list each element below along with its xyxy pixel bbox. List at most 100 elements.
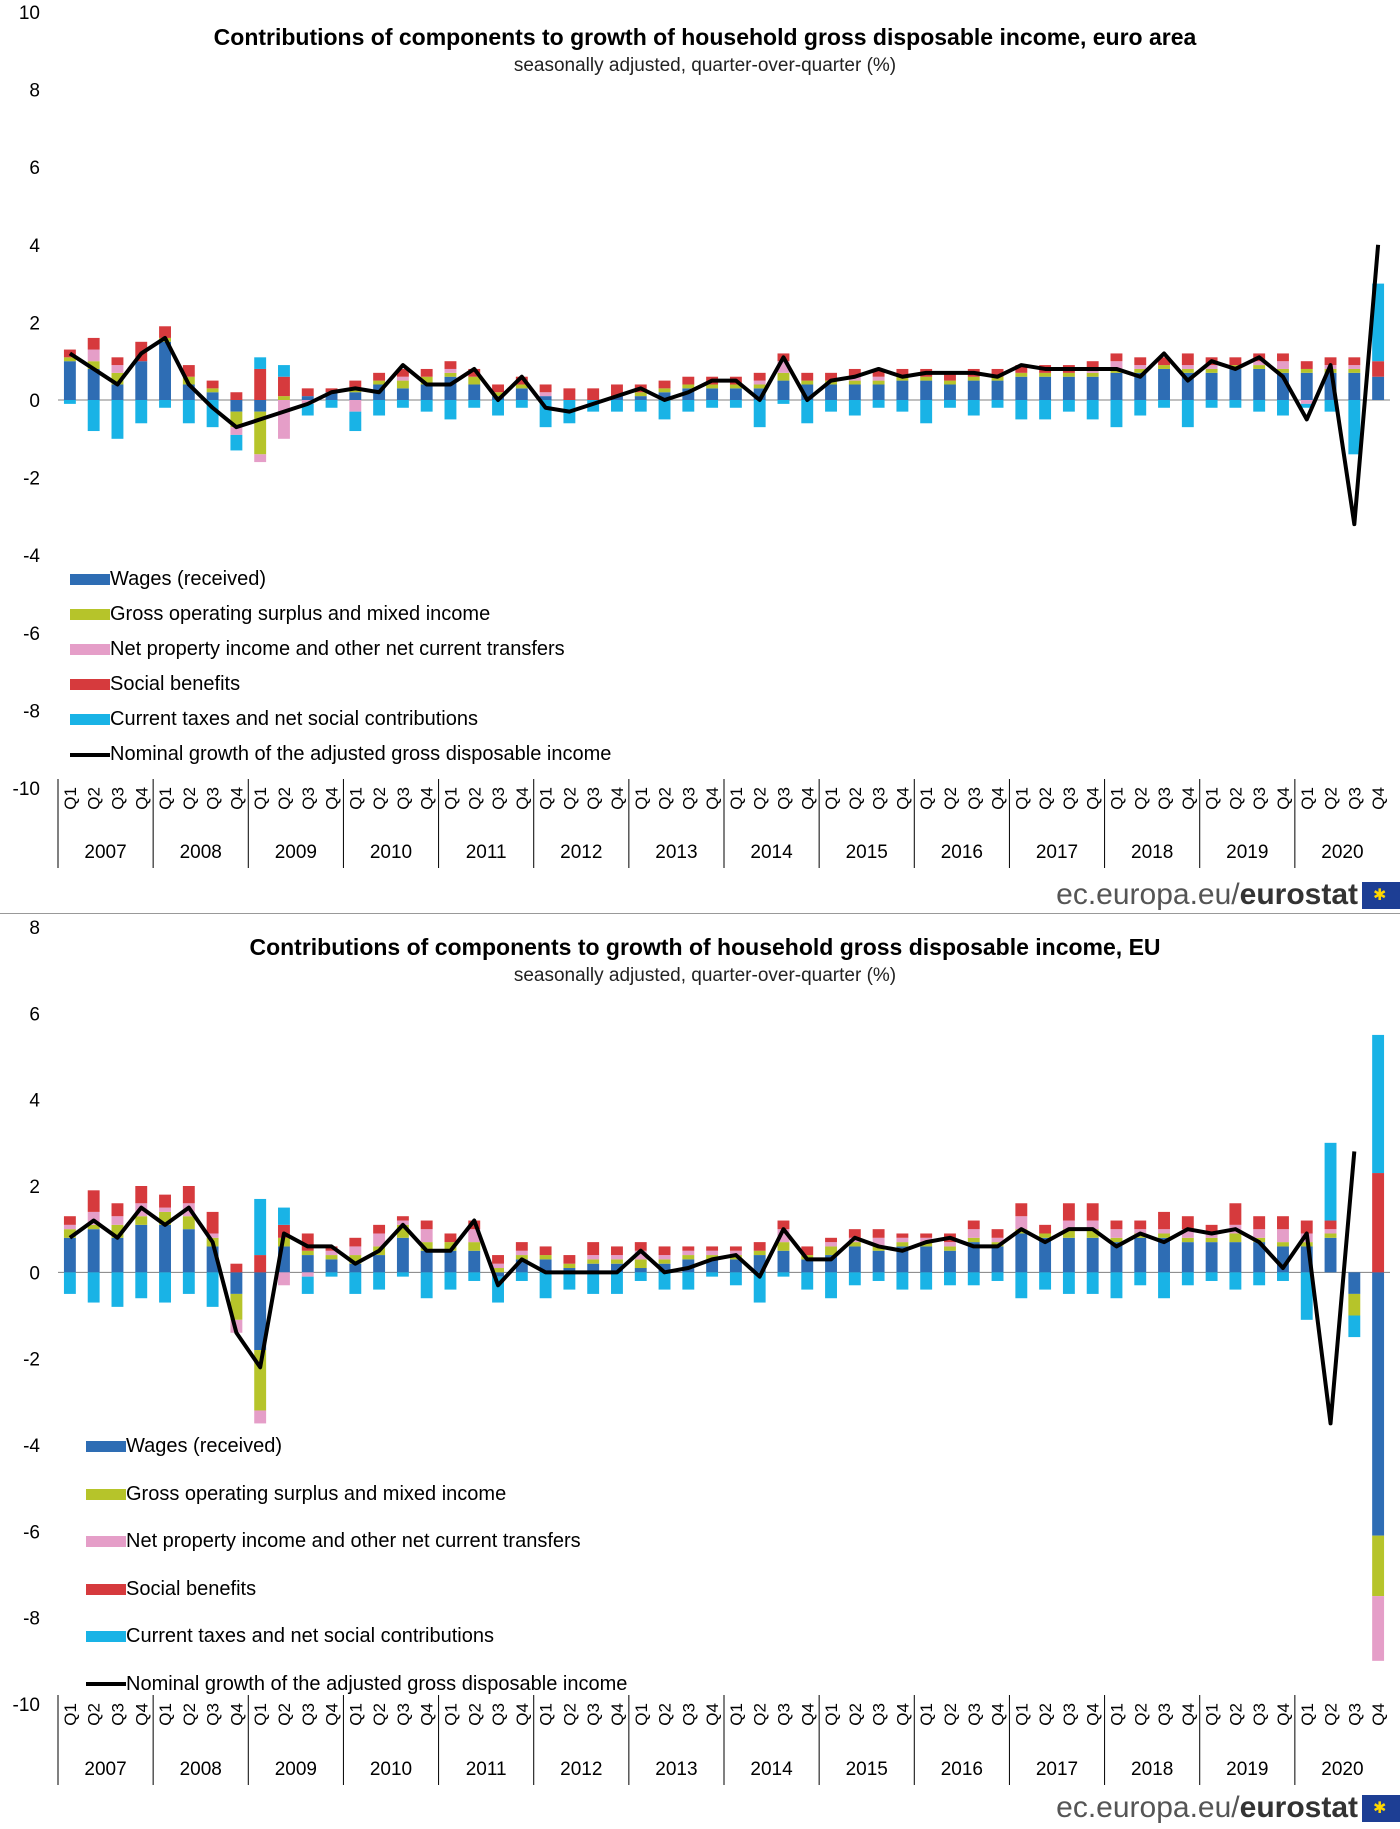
x-tick-label-quarter: Q3 (679, 1703, 698, 1726)
bar-social (1039, 1224, 1052, 1234)
y-tick-label: -8 (23, 701, 40, 722)
bar-property (468, 1229, 481, 1243)
y-tick-label: -2 (23, 469, 40, 490)
bar-property (111, 1216, 124, 1225)
bar-wages (206, 1246, 219, 1273)
bar-wages (325, 1259, 338, 1273)
x-tick-label-quarter: Q4 (513, 1703, 532, 1726)
bar-wages (1181, 372, 1194, 400)
series-line-nominal-growth (68, 1151, 1357, 1426)
bar-social (396, 1216, 409, 1221)
bar-property (230, 427, 243, 435)
bar-wages (634, 396, 647, 400)
bar-social (1324, 1220, 1337, 1230)
bar-social (396, 368, 409, 377)
bar-wages (63, 361, 76, 400)
x-tick-label-quarter: Q1 (346, 787, 365, 810)
bar-social (492, 1255, 504, 1264)
bar-social (991, 368, 1004, 377)
bar-wages (1300, 1246, 1313, 1273)
x-tick-label-quarter: Q1 (346, 1703, 365, 1726)
bar-taxes (492, 1276, 504, 1303)
bar-taxes (325, 400, 338, 408)
bar-taxes (1205, 1272, 1218, 1281)
bar-social (539, 384, 552, 393)
bar-wages (301, 396, 314, 400)
bar-gos (920, 1242, 933, 1247)
bar-wages (1229, 1242, 1242, 1273)
x-tick-label-year: 2018 (1131, 842, 1173, 863)
bar-gos (1158, 1233, 1170, 1238)
bar-gos (254, 411, 267, 455)
bar-social (920, 1233, 933, 1238)
bar-social (159, 1194, 171, 1208)
bar-social (1134, 1220, 1147, 1230)
bar-social (87, 1190, 100, 1212)
bar-taxes (325, 1272, 338, 1277)
bar-property (729, 1250, 742, 1256)
bar-property (301, 1272, 314, 1277)
x-tick-label-quarter: Q2 (560, 787, 579, 810)
bar-property (349, 400, 362, 412)
bar-wages (420, 1250, 433, 1273)
x-tick-label-year: 2012 (560, 842, 602, 863)
x-tick-label-year: 2007 (84, 842, 126, 863)
bar-wages (944, 1250, 956, 1273)
bar-taxes (420, 1272, 433, 1299)
bar-wages (801, 384, 814, 400)
bar-wages (1277, 1246, 1289, 1273)
chart-title: Contributions of components to growth of… (213, 24, 1197, 50)
x-tick-label-quarter: Q1 (251, 1703, 270, 1726)
legend-swatch-gos (70, 609, 110, 620)
x-tick-label-quarter: Q4 (703, 787, 722, 810)
bar-gos (396, 380, 409, 389)
bar-gos (1039, 372, 1052, 377)
legend-item-line: Nominal growth of the adjusted gross dis… (70, 737, 611, 772)
bar-gos (1181, 368, 1194, 373)
x-tick-label-quarter: Q3 (299, 787, 318, 810)
bar-gos (230, 1293, 243, 1320)
x-tick-label-quarter: Q3 (584, 1703, 603, 1726)
bar-social (611, 1246, 623, 1256)
bar-wages (1039, 1237, 1052, 1273)
source-brand: eurostat (1239, 1791, 1358, 1824)
bar-property (1277, 1229, 1289, 1243)
x-tick-label-quarter: Q3 (870, 787, 889, 810)
bar-wages (1372, 1272, 1385, 1536)
legend-label: Gross operating surplus and mixed income (110, 603, 491, 625)
bar-wages (87, 368, 100, 400)
bar-social (896, 368, 909, 377)
legend-item-wages: Wages (received) (86, 1423, 627, 1471)
bar-social (896, 1233, 909, 1238)
y-tick-label: 4 (29, 236, 40, 257)
bar-wages (63, 1237, 76, 1273)
bar-taxes (896, 1272, 909, 1290)
legend-swatch-line (70, 752, 110, 757)
bar-taxes (920, 1272, 933, 1290)
legend-item-taxes: Current taxes and net social contributio… (70, 702, 611, 737)
legend-swatch-social (86, 1583, 126, 1595)
bar-wages (444, 376, 457, 400)
bar-taxes (1086, 1272, 1099, 1294)
x-tick-label-quarter: Q1 (822, 787, 841, 810)
bar-social (658, 380, 671, 389)
bar-wages (159, 341, 171, 400)
bar-taxes (63, 400, 76, 404)
bar-property (872, 376, 885, 381)
bar-taxes (991, 400, 1004, 408)
x-tick-label-quarter: Q1 (1203, 787, 1222, 810)
x-tick-label-quarter: Q3 (774, 1703, 793, 1726)
bar-property (1348, 365, 1361, 369)
y-tick-label: 10 (19, 3, 40, 24)
bar-taxes (706, 400, 719, 408)
bar-social (1372, 361, 1385, 377)
bar-social (1062, 1203, 1075, 1221)
bar-taxes (301, 1276, 314, 1294)
x-tick-label-quarter: Q2 (180, 787, 199, 810)
bar-taxes (1277, 1272, 1289, 1281)
bar-gos (611, 1259, 623, 1264)
x-tick-label-quarter: Q1 (1012, 1703, 1031, 1726)
bar-taxes (1015, 1272, 1028, 1299)
x-tick-label-quarter: Q1 (917, 1703, 936, 1726)
x-tick-label-quarter: Q2 (1131, 1703, 1150, 1726)
